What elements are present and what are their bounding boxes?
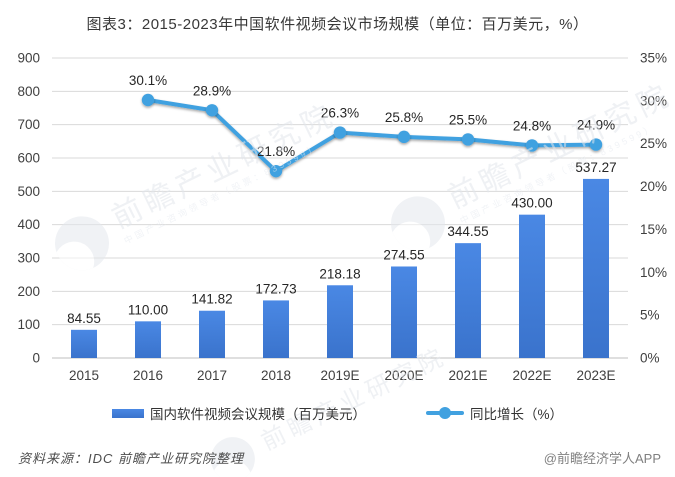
bar: [135, 321, 161, 358]
line-marker: [525, 139, 539, 152]
y-axis-tick-right: 30%: [640, 93, 667, 108]
bar-value-label: 110.00: [128, 302, 168, 317]
x-axis-label: 2015: [69, 368, 99, 383]
x-axis-label: 2022E: [512, 368, 551, 383]
bar: [199, 310, 225, 358]
y-axis-tick-left: 900: [17, 51, 40, 66]
line-marker: [589, 138, 603, 151]
y-axis-tick-right: 20%: [640, 179, 667, 194]
bar: [327, 285, 353, 358]
growth-line: [146, 98, 598, 174]
bar-swatch: [111, 408, 144, 418]
x-axis-label: 2023E: [576, 368, 615, 383]
line-marker: [269, 164, 283, 178]
y-axis-tick-right: 10%: [640, 265, 667, 280]
x-axis-label: 2018: [261, 368, 291, 383]
x-axis-label: 2017: [197, 368, 227, 383]
bar: [455, 243, 481, 358]
x-axis-label: 2019E: [320, 368, 359, 383]
line-value-label: 25.5%: [449, 112, 487, 127]
x-axis-label: 2016: [133, 368, 163, 383]
line-value-label: 24.9%: [577, 118, 615, 133]
y-axis-tick-left: 300: [17, 251, 40, 266]
bar: [391, 266, 417, 358]
legend-item-bar-series: 国内软件视频会议规模（百万美元）: [111, 403, 366, 423]
y-axis-tick-right: 5%: [640, 308, 660, 323]
line-value-label: 25.8%: [385, 110, 423, 125]
source-note: 资料来源：IDC 前瞻产业研究院整理: [18, 451, 245, 466]
y-axis-tick-left: 700: [17, 117, 40, 132]
bar-value-label: 430.00: [511, 196, 552, 211]
x-axis-label: 2020E: [384, 368, 423, 383]
bar-value-label: 274.55: [383, 247, 424, 262]
y-axis-tick-right: 25%: [640, 136, 667, 151]
bar: [71, 329, 97, 358]
bar: [583, 178, 609, 358]
legend-label: 国内软件视频会议规模（百万美元）: [149, 407, 366, 422]
bar-value-label: 84.55: [67, 311, 101, 326]
legend-label: 同比增长（%）: [469, 407, 563, 422]
bar: [263, 300, 289, 358]
line-swatch: [425, 407, 464, 419]
y-axis-tick-left: 600: [17, 151, 40, 166]
y-axis-tick-left: 400: [17, 217, 40, 232]
chart-canvas: 900 800 700 600 500 400 300 200 100 0 35% 30% 25% 20%…: [17, 51, 667, 384]
y-axis-tick-left: 200: [17, 284, 40, 299]
y-axis-tick-left: 100: [17, 317, 40, 332]
line-value-label: 26.3%: [321, 106, 359, 121]
line-value-label: 24.8%: [513, 118, 551, 133]
legend: 国内软件视频会议规模（百万美元） 同比增长（%）: [0, 403, 675, 423]
y-axis-tick-left: 500: [17, 184, 40, 199]
chart-title: 图表3：2015-2023年中国软件视频会议市场规模（单位：百万美元，%）: [86, 16, 589, 33]
line-marker-dot: [438, 407, 451, 419]
line-value-label: 21.8%: [257, 144, 295, 159]
line-marker: [205, 104, 219, 117]
bar-value-label: 218.18: [319, 266, 360, 281]
bar-value-label: 537.27: [575, 160, 616, 175]
legend-item-line-series: 同比增长（%）: [425, 403, 563, 423]
bar-value-label: 344.55: [447, 224, 488, 239]
line-marker: [141, 93, 155, 107]
line-marker: [333, 126, 347, 139]
y-axis-tick-left: 800: [17, 84, 40, 99]
line-marker: [461, 133, 475, 146]
x-axis-label: 2021E: [448, 368, 487, 383]
bar-value-label: 141.82: [191, 292, 232, 307]
footer: 资料来源：IDC 前瞻产业研究院整理 @前瞻经济学人APP: [18, 448, 661, 467]
y-axis-tick-right: 0%: [640, 351, 660, 366]
line-value-label: 28.9%: [193, 83, 231, 98]
line-marker: [397, 130, 411, 144]
y-axis-tick-right: 15%: [640, 222, 667, 237]
y-axis-tick-left: 0: [32, 351, 40, 366]
credit-note: @前瞻经济学人APP: [543, 451, 661, 466]
bar-value-label: 172.73: [255, 281, 296, 296]
line-value-label: 30.1%: [129, 73, 167, 88]
y-axis-tick-right: 35%: [640, 51, 667, 66]
bar: [519, 214, 545, 358]
